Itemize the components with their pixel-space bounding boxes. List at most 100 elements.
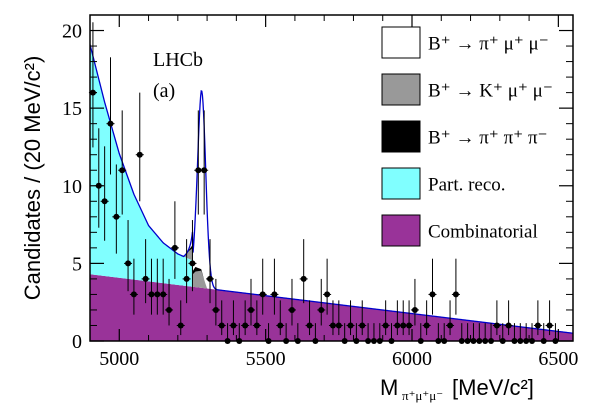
data-marker: [142, 275, 149, 282]
data-marker: [400, 322, 407, 329]
data-marker: [452, 291, 459, 298]
legend-swatch: [381, 167, 421, 200]
data-point: [165, 278, 174, 326]
data-marker: [148, 291, 155, 298]
x-tick-label: 5000: [99, 348, 139, 370]
data-marker: [166, 306, 173, 313]
x-axis-title-sub: π⁺μ⁺μ⁻: [402, 388, 443, 403]
data-point: [258, 258, 267, 315]
data-marker: [230, 322, 237, 329]
data-point: [428, 258, 437, 315]
data-marker: [253, 322, 260, 329]
data-marker: [288, 306, 295, 313]
data-point: [334, 300, 343, 336]
data-marker: [546, 322, 553, 329]
data-point: [182, 239, 191, 304]
legend-swatch: [381, 214, 421, 247]
data-marker: [505, 322, 512, 329]
data-point: [141, 239, 150, 304]
data-point: [446, 300, 455, 336]
data-point: [317, 278, 326, 326]
data-marker: [447, 322, 454, 329]
data-marker: [171, 244, 178, 251]
data-marker: [429, 291, 436, 298]
data-marker: [318, 306, 325, 313]
y-tick-label: 10: [62, 176, 82, 198]
data-point: [492, 300, 501, 336]
data-marker: [136, 151, 143, 158]
legend-item-signal: B⁺ → π⁺ μ⁺ μ⁻: [381, 26, 549, 59]
data-point: [247, 278, 255, 326]
legend-item-part-reco: Part. reco.: [381, 167, 506, 200]
x-axis-title: M π⁺μ⁺μ⁻ [MeV/c²]: [380, 375, 534, 403]
legend-label: Combinatorial: [428, 222, 538, 243]
legend-swatch: [381, 120, 421, 153]
data-marker: [324, 291, 331, 298]
data-point: [299, 239, 308, 304]
data-marker: [271, 291, 278, 298]
legend-label: B⁺ → π⁺ π⁺ π⁻: [428, 128, 548, 149]
data-marker: [195, 167, 202, 174]
data-point: [451, 258, 460, 315]
data-marker: [183, 275, 190, 282]
data-point: [323, 258, 332, 315]
data-marker: [359, 322, 366, 329]
data-marker: [423, 322, 430, 329]
legend-label: B⁺ → π⁺ μ⁺ μ⁻: [428, 34, 549, 55]
data-point: [287, 278, 296, 326]
data-point: [188, 220, 197, 292]
axes: 5000 5500 6000 6500 0 5 10 15 20: [62, 14, 578, 370]
x-axis-title-unit: [MeV/c²]: [452, 375, 534, 400]
data-marker: [248, 306, 254, 313]
data-point: [533, 300, 542, 336]
experiment-label: LHCb: [153, 49, 203, 71]
data-marker: [335, 322, 342, 329]
data-marker: [154, 291, 161, 298]
total-fit-curve: [90, 44, 573, 334]
data-marker: [347, 322, 354, 329]
data-marker: [177, 322, 184, 329]
x-tick-label: 6500: [538, 348, 578, 370]
data-point: [176, 300, 185, 336]
data-point: [346, 300, 355, 336]
data-point: [405, 300, 414, 336]
data-point: [124, 220, 133, 292]
x-axis-title-main: M: [380, 375, 398, 400]
data-point: [159, 258, 168, 315]
data-point: [276, 300, 285, 336]
panel-label: (a): [153, 80, 175, 102]
plot-frame: [89, 14, 574, 342]
y-tick-label: 5: [72, 253, 82, 275]
data-point: [270, 258, 279, 315]
data-point: [170, 201, 179, 279]
data-point: [211, 278, 220, 326]
data-marker: [382, 322, 389, 329]
data-marker: [119, 167, 126, 174]
data-point: [422, 300, 431, 336]
data-point: [241, 300, 250, 336]
data-point: [153, 258, 162, 315]
data-marker: [493, 322, 500, 329]
b-kmumu-area: [183, 248, 208, 289]
data-marker: [101, 198, 108, 205]
data-point: [252, 300, 261, 336]
legend-label: Part. reco.: [428, 175, 506, 196]
legend-swatch: [381, 26, 421, 59]
data-marker: [411, 306, 418, 313]
data-marker: [329, 322, 336, 329]
legend-item-b-kmumu: B⁺ → K⁺ μ⁺ μ⁻: [381, 73, 553, 106]
legend-swatch: [381, 73, 421, 106]
data-point: [229, 300, 238, 336]
data-marker: [125, 260, 132, 267]
data-marker: [207, 275, 214, 282]
data-marker: [189, 260, 196, 267]
legend-item-b-pipipi: B⁺ → π⁺ π⁺ π⁻: [381, 120, 548, 153]
data-point: [217, 300, 226, 336]
data-marker: [259, 291, 266, 298]
data-point: [112, 164, 121, 254]
data-marker: [306, 322, 313, 329]
data-point: [194, 110, 203, 215]
y-axis-title: Candidates / (20 MeV/c²): [20, 56, 45, 301]
data-marker: [160, 291, 167, 298]
